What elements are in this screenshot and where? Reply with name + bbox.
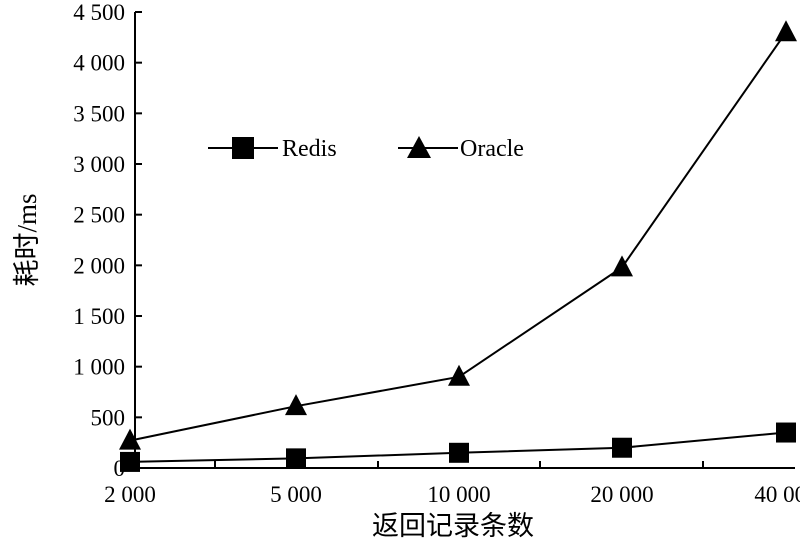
y-tick-label: 0	[114, 456, 126, 481]
y-tick-label: 4 500	[73, 0, 125, 25]
y-axis-label: 耗时/ms	[12, 193, 42, 286]
axes	[134, 12, 795, 469]
x-tick-label: 10 000	[427, 482, 490, 507]
data-point-redis	[449, 442, 469, 463]
legend-label-redis: Redis	[282, 136, 337, 162]
x-tick-label: 2 000	[104, 482, 156, 507]
y-tick-label: 3 000	[73, 152, 125, 177]
y-tick-label: 2 500	[73, 203, 125, 228]
legend-label-oracle: Oracle	[460, 136, 524, 162]
series-layer	[119, 20, 797, 472]
data-point-oracle	[119, 428, 141, 450]
legend-marker-redis	[232, 137, 254, 159]
data-point-redis	[120, 451, 140, 472]
x-tick-label: 40 000	[754, 482, 800, 507]
y-tick-label: 3 500	[73, 101, 125, 126]
data-point-redis	[776, 422, 796, 443]
data-point-oracle	[448, 364, 470, 386]
y-tick-label: 4 000	[73, 51, 125, 76]
data-point-redis	[286, 448, 306, 469]
x-tick-label: 5 000	[270, 482, 322, 507]
legend: Redis Oracle	[208, 136, 524, 162]
y-tick-label: 2 000	[73, 253, 125, 278]
y-tick-label: 500	[91, 405, 126, 430]
x-axis-label: 返回记录条数	[372, 511, 534, 541]
data-point-oracle	[285, 394, 307, 416]
data-point-redis	[612, 437, 632, 458]
y-tick-label: 1 500	[73, 304, 125, 329]
ticks: 0 500 1 000 1 500 2 000 2 500 3 000 3 500 4 000 4…	[73, 0, 800, 507]
data-point-oracle	[611, 255, 633, 277]
data-point-oracle	[775, 20, 797, 42]
x-tick-label: 20 000	[590, 482, 653, 507]
legend-marker-oracle	[407, 136, 431, 158]
y-tick-label: 1 000	[73, 355, 125, 380]
